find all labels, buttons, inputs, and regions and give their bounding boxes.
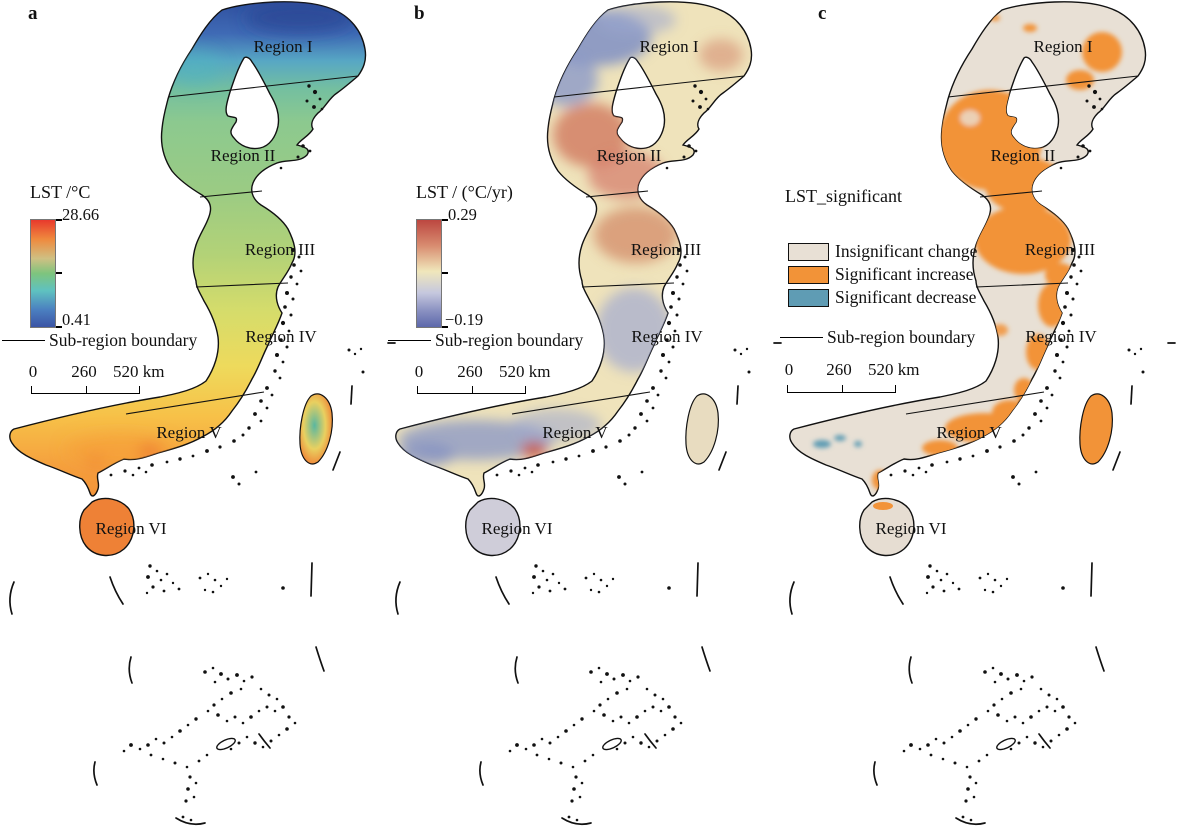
- class-sig-increase: Significant increase: [788, 264, 974, 285]
- scale-mid: 260: [71, 362, 97, 381]
- boundary-legend-a: Sub-region boundary: [2, 330, 197, 351]
- boundary-line-sample: [2, 339, 45, 342]
- scalebar-c: [787, 385, 896, 393]
- swatch-insignificant-change: [788, 242, 829, 261]
- region-label: Region V: [542, 423, 608, 442]
- region-label: Region V: [156, 423, 222, 442]
- region-label: Region III: [631, 240, 702, 259]
- class-sig-decrease: Significant decrease: [788, 287, 976, 308]
- colorbar-a-max: 28.66: [62, 205, 100, 224]
- boundary-line-sample: [388, 339, 431, 342]
- region-label: Region I: [639, 37, 698, 56]
- swatch-significant-increase: [788, 265, 829, 284]
- region-label: Region IV: [631, 327, 703, 346]
- region-labels-c: Region I Region II Region III Region IV …: [876, 37, 1098, 538]
- colorbar-b: [416, 219, 448, 328]
- region-label: Region II: [597, 146, 662, 165]
- hainan-orange-patch: [873, 502, 893, 510]
- scalebar-labels-c: 0 260 520 km: [780, 360, 980, 380]
- region-label: Region II: [991, 146, 1056, 165]
- region-label: Region IV: [1025, 327, 1097, 346]
- region-label: Region IV: [245, 327, 317, 346]
- region-label: Region VI: [96, 519, 167, 538]
- boundary-label: Sub-region boundary: [49, 330, 198, 350]
- panel-letter-c: c: [818, 3, 827, 24]
- region-label: Region I: [253, 37, 312, 56]
- colorbar-b-min: −0.19: [445, 310, 484, 329]
- boundary-label: Sub-region boundary: [435, 330, 584, 350]
- scale-0: 0: [28, 362, 38, 381]
- panel-b: b Region I: [386, 0, 793, 829]
- colorbar-a: [30, 219, 62, 328]
- scalebar-a: [31, 386, 140, 394]
- scale-0: 0: [784, 360, 794, 379]
- panel-c: c: [780, 0, 1187, 829]
- panel-letter-b: b: [414, 3, 425, 24]
- scale-end: 520 km: [499, 362, 551, 381]
- region-label: Region V: [936, 423, 1002, 442]
- scalebar-b: [417, 386, 526, 394]
- map-b-lst-trend: Region I Region II Region III Region IV …: [395, 1, 782, 826]
- class-label: Significant increase: [835, 264, 974, 284]
- map-c-lst-significance: Region I Region II Region III Region IV …: [789, 1, 1176, 826]
- region-label: Region VI: [876, 519, 947, 538]
- scale-0: 0: [414, 362, 424, 381]
- boundary-legend-b: Sub-region boundary: [388, 330, 583, 351]
- map-a-lst-mean: Region I Region II Region III Region IV …: [9, 1, 396, 826]
- boundary-legend-c: Sub-region boundary: [780, 327, 975, 348]
- region-labels-a: Region I Region II Region III Region IV …: [96, 37, 318, 538]
- boundary-label: Sub-region boundary: [827, 327, 976, 347]
- legend-title-a: LST /°C: [30, 182, 91, 202]
- scale-mid: 260: [826, 360, 852, 379]
- swatch-significant-decrease: [788, 288, 829, 307]
- scalebar-labels-b: 0 260 520 km: [386, 362, 586, 382]
- class-label: Insignificant change: [835, 241, 978, 261]
- scalebar-labels-a: 0 260 520 km: [0, 362, 200, 382]
- class-insignificant: Insignificant change: [788, 241, 977, 262]
- colorbar-a-min: 0.41: [62, 310, 91, 329]
- region-label: Region I: [1033, 37, 1092, 56]
- region-label: Region VI: [482, 519, 553, 538]
- boundary-line-sample: [780, 336, 823, 339]
- scale-mid: 260: [457, 362, 483, 381]
- legend-title-c: LST_significant: [785, 186, 902, 206]
- panel-a: a Region I Region II Region III Region I…: [0, 0, 407, 829]
- scale-end: 520 km: [868, 360, 920, 379]
- scale-end: 520 km: [113, 362, 165, 381]
- colorbar-b-max: 0.29: [448, 205, 477, 224]
- region-labels-b: Region I Region II Region III Region IV …: [482, 37, 704, 538]
- panel-letter-a: a: [28, 3, 38, 24]
- region-label: Region III: [245, 240, 316, 259]
- legend-title-b: LST / (°C/yr): [416, 182, 513, 202]
- class-label: Significant decrease: [835, 287, 977, 307]
- region-label: Region II: [211, 146, 276, 165]
- region-label: Region III: [1025, 240, 1096, 259]
